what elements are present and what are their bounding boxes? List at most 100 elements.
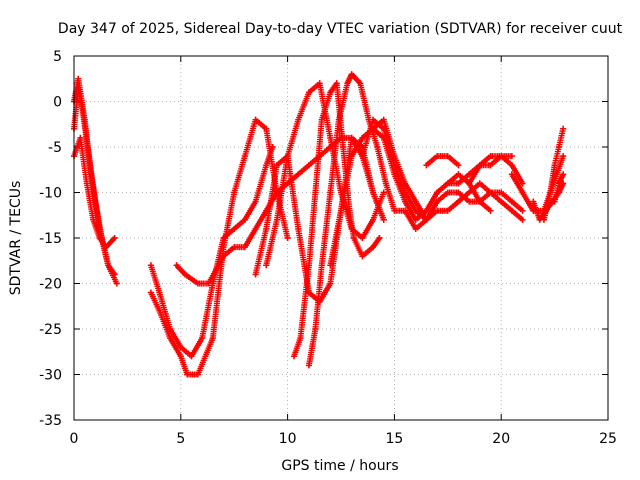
- data-point: [327, 262, 334, 269]
- y-tick-label: -5: [48, 140, 62, 156]
- data-point: [75, 75, 82, 82]
- data-point: [77, 134, 84, 141]
- data-point: [273, 162, 280, 169]
- data-point: [466, 189, 473, 196]
- data-point: [434, 207, 441, 214]
- data-point: [487, 189, 494, 196]
- chart-title: Day 347 of 2025, Sidereal Day-to-day VTE…: [58, 21, 623, 37]
- data-point: [444, 207, 451, 214]
- data-point: [295, 171, 302, 178]
- data-point: [487, 153, 494, 160]
- data-point: [194, 371, 201, 378]
- data-point: [476, 198, 483, 205]
- data-point: [346, 207, 353, 214]
- data-point: [376, 235, 383, 241]
- data-point: [466, 171, 473, 178]
- data-point: [423, 162, 430, 169]
- data-point: [487, 207, 494, 214]
- data-point: [85, 153, 92, 160]
- data-point: [333, 80, 340, 87]
- data-point: [79, 107, 86, 114]
- data-point: [391, 153, 398, 160]
- plot-border: [73, 55, 609, 421]
- data-point: [96, 235, 103, 241]
- data-point: [263, 162, 270, 169]
- data-point: [231, 225, 238, 232]
- data-point: [177, 353, 184, 360]
- data-point: [434, 153, 441, 160]
- data-point: [455, 171, 462, 178]
- data-point: [335, 116, 342, 123]
- data-point: [508, 198, 515, 205]
- data-point: [284, 180, 291, 187]
- data-point: [560, 125, 567, 132]
- data-point: [105, 262, 112, 269]
- data-point: [519, 216, 526, 223]
- y-tick-label: 5: [53, 49, 62, 65]
- data-point: [111, 271, 118, 278]
- data-point: [370, 116, 377, 123]
- data-point: [434, 198, 441, 205]
- data-point: [391, 207, 398, 214]
- data-point: [540, 216, 547, 223]
- data-point: [318, 262, 325, 269]
- data-point: [327, 189, 334, 196]
- data-point: [359, 235, 366, 241]
- y-tick-label: -15: [39, 231, 62, 247]
- data-point: [412, 225, 419, 232]
- data-point: [316, 153, 323, 160]
- data-point: [357, 80, 364, 87]
- series-sat-e: [147, 144, 276, 360]
- y-tick-label: -25: [39, 322, 62, 338]
- data-point: [231, 244, 238, 251]
- data-point: [423, 216, 430, 223]
- data-point: [455, 180, 462, 187]
- data-point: [284, 235, 291, 241]
- y-tick-label: -10: [39, 186, 62, 202]
- tick-labels: 0 5 10 15 20 25 -35 -30 -25 -20 -15 -10 -5 0 5: [39, 49, 617, 447]
- data-point: [263, 125, 270, 132]
- x-tick-label: 10: [279, 431, 297, 447]
- data-point: [402, 189, 409, 196]
- data-point: [241, 153, 248, 160]
- data-point: [348, 71, 355, 78]
- x-tick-label: 5: [176, 431, 185, 447]
- data-point: [455, 198, 462, 205]
- data-point: [455, 162, 462, 169]
- data-point: [113, 280, 120, 287]
- data-point: [273, 216, 280, 223]
- data-point: [412, 198, 419, 205]
- data-point: [519, 189, 526, 196]
- x-tick-label: 25: [599, 431, 617, 447]
- data-point: [412, 207, 419, 214]
- data-point: [423, 207, 430, 214]
- y-tick-label: -35: [39, 413, 62, 429]
- data-point: [476, 180, 483, 187]
- data-point: [551, 198, 558, 205]
- data-point: [167, 335, 174, 342]
- data-point: [177, 344, 184, 351]
- data-point: [434, 189, 441, 196]
- data-point: [312, 189, 319, 196]
- data-point: [555, 144, 562, 150]
- data-point: [305, 162, 312, 169]
- data-point: [444, 153, 451, 160]
- series-sat-n: [423, 153, 462, 169]
- data-point: [147, 262, 154, 269]
- data-point: [312, 326, 319, 332]
- data-point: [182, 271, 189, 278]
- data-point: [530, 198, 537, 205]
- y-axis-label: SDTVAR / TECUs: [8, 181, 24, 296]
- data-point: [297, 335, 304, 342]
- y-tick-label: -30: [39, 368, 62, 384]
- data-point: [359, 253, 366, 260]
- data-point: [147, 289, 154, 296]
- y-tick-label: -20: [39, 277, 62, 293]
- y-tick-label: 0: [53, 95, 62, 111]
- data-point: [284, 153, 291, 160]
- data-point: [344, 80, 351, 87]
- data-point: [92, 198, 99, 205]
- series-sat-m: [370, 116, 526, 223]
- data-point: [316, 80, 323, 87]
- data-point: [111, 235, 118, 241]
